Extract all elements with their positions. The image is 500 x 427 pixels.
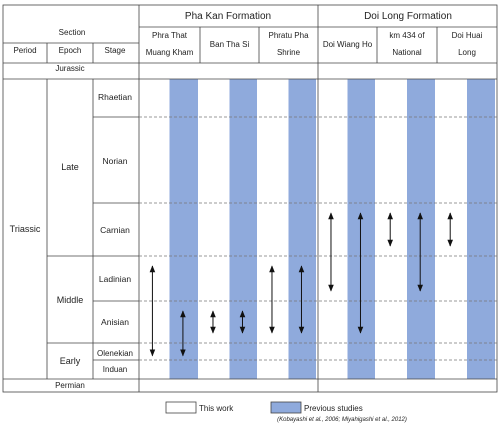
- previous-studies-column-6: [467, 79, 495, 379]
- section-header-1-line-1: Phra That: [152, 31, 188, 40]
- stage-olenekian-label: Olenekian: [97, 349, 133, 358]
- section-header-2-line-1: Ban Tha Si: [210, 40, 250, 49]
- previous-studies-column-1: [169, 79, 198, 379]
- previous-studies-column-4: [347, 79, 375, 379]
- triassic-label: Triassic: [10, 224, 41, 234]
- stage-ladinian-label: Ladinian: [99, 274, 131, 284]
- section-header-4-line-1: Doi Wiang Ho: [323, 40, 373, 49]
- legend: This work Previous studies (Kobayashi et…: [165, 401, 407, 423]
- header-period-label: Period: [13, 46, 36, 55]
- header-section-label: Section: [59, 28, 86, 37]
- section-header-3-line-1: Phratu Pha: [268, 31, 309, 40]
- permian-label: Permian: [55, 381, 85, 390]
- formation-doi-long: Doi Long Formation: [364, 11, 452, 22]
- stage-rhaetian-label: Rhaetian: [98, 92, 132, 102]
- epoch-late-label: Late: [61, 162, 79, 172]
- previous-studies-column-3: [288, 79, 316, 379]
- stage-norian-label: Norian: [102, 156, 127, 166]
- section-header-5-line-2: National: [392, 48, 422, 57]
- previous-studies-column-5: [407, 79, 435, 379]
- section-header-6-line-1: Doi Huai: [452, 31, 483, 40]
- previous-studies-columns: [169, 79, 495, 379]
- age-range-arrows: [149, 212, 454, 357]
- stage-carnian-label: Carnian: [100, 225, 130, 235]
- stage-anisian-label: Anisian: [101, 317, 129, 327]
- section-header-5-line-1: km 434 of: [389, 31, 425, 40]
- section-header-6-line-2: Long: [458, 48, 476, 57]
- legend-citation: (Kobayashi et al., 2006; Miyahigashi et …: [277, 417, 407, 423]
- previous-studies-column-2: [229, 79, 257, 379]
- section-header-3-line-2: Shrine: [277, 48, 301, 57]
- stage-induan-label: Induan: [103, 365, 127, 374]
- legend-this-work-label: This work: [199, 404, 234, 413]
- header-epoch-label: Epoch: [59, 46, 82, 55]
- table-grid: [2, 4, 498, 393]
- jurassic-label: Jurassic: [55, 64, 84, 73]
- section-header-1-line-2: Muang Kham: [146, 48, 194, 57]
- epoch-early-label: Early: [60, 356, 81, 366]
- legend-this-work-swatch: [165, 401, 197, 414]
- epoch-middle-label: Middle: [57, 295, 84, 305]
- legend-previous-studies-label: Previous studies: [304, 404, 363, 413]
- section-headers: Phra That Muang Kham Ban Tha Si Phratu Pha S…: [146, 31, 483, 57]
- formation-pha-kan: Pha Kan Formation: [185, 11, 271, 22]
- header-stage-label: Stage: [105, 46, 126, 55]
- legend-previous-studies-swatch: [270, 401, 302, 414]
